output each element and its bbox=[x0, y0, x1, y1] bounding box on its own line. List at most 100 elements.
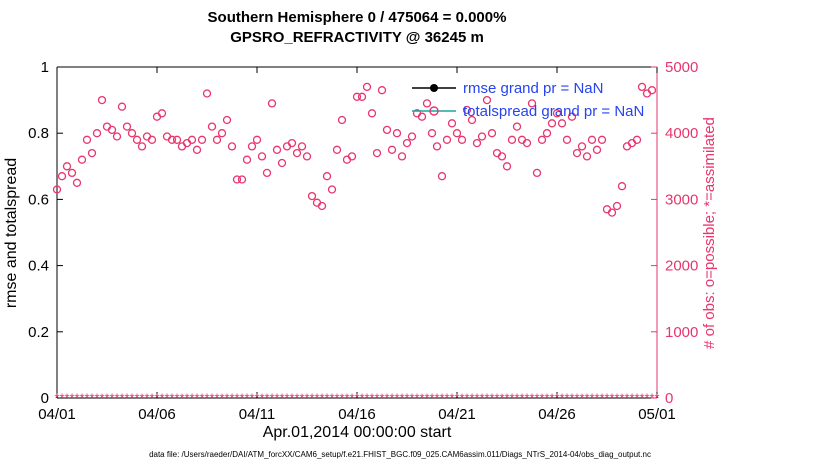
legend-label: rmse grand pr = NaN bbox=[463, 80, 603, 97]
svg-text:04/11: 04/11 bbox=[239, 406, 275, 423]
svg-text:04/01: 04/01 bbox=[38, 406, 76, 423]
possible-obs-marker bbox=[327, 185, 337, 194]
possible-obs-marker bbox=[462, 105, 472, 115]
assimilated-obs-marker: * bbox=[609, 391, 614, 406]
assimilated-obs-marker: * bbox=[634, 391, 639, 406]
possible-obs-marker bbox=[167, 135, 177, 144]
svg-text:3000: 3000 bbox=[665, 191, 698, 208]
possible-obs-marker bbox=[267, 99, 277, 108]
assimilated-obs-marker: * bbox=[384, 391, 389, 406]
assimilated-obs-marker: * bbox=[424, 391, 429, 406]
possible-obs-marker bbox=[537, 135, 547, 144]
assimilated-obs-marker: * bbox=[399, 391, 404, 406]
assimilated-obs-marker: * bbox=[454, 391, 459, 406]
possible-obs-marker bbox=[632, 135, 642, 144]
possible-obs-marker bbox=[507, 135, 517, 144]
assimilated-obs-marker: * bbox=[324, 391, 329, 406]
assimilated-obs-marker: * bbox=[229, 391, 234, 406]
possible-obs-marker bbox=[447, 119, 457, 128]
possible-obs-marker bbox=[587, 135, 597, 144]
possible-obs-marker bbox=[187, 135, 197, 144]
assimilated-obs-marker: * bbox=[234, 391, 239, 406]
assimilated-obs-marker: * bbox=[159, 391, 164, 406]
possible-obs-marker bbox=[402, 138, 412, 148]
assimilated-obs-marker: * bbox=[604, 391, 609, 406]
assimilated-obs-marker: * bbox=[279, 391, 284, 406]
right-y-axis-label: # of obs: o=possible; *=assimilated bbox=[701, 117, 718, 349]
possible-obs-marker bbox=[202, 89, 212, 98]
assimilated-obs-marker: * bbox=[539, 391, 544, 406]
assimilated-obs-marker: * bbox=[369, 391, 374, 406]
assimilated-obs-marker: * bbox=[194, 391, 199, 406]
data-markers: * * * * * * * * * * * * * * * * * * * * * * * * * * * * * * * * * * * * * * * *… bbox=[52, 82, 660, 406]
possible-obs-marker bbox=[352, 92, 362, 101]
assimilated-obs-marker: * bbox=[549, 391, 554, 406]
assimilated-obs-marker: * bbox=[319, 391, 324, 406]
assimilated-obs-marker: * bbox=[639, 391, 644, 406]
possible-obs-marker bbox=[642, 89, 652, 98]
assimilated-obs-marker: * bbox=[74, 391, 79, 406]
assimilated-obs-marker: * bbox=[259, 391, 264, 406]
assimilated-obs-marker: * bbox=[129, 391, 134, 406]
assimilated-obs-marker: * bbox=[69, 391, 74, 406]
possible-obs-marker bbox=[577, 142, 587, 151]
assimilated-obs-marker: * bbox=[299, 391, 304, 406]
assimilated-obs-marker: * bbox=[289, 391, 294, 406]
possible-obs-marker bbox=[362, 82, 372, 92]
assimilated-obs-marker: * bbox=[414, 391, 419, 406]
possible-obs-marker bbox=[472, 138, 482, 148]
assimilated-obs-marker: * bbox=[284, 391, 289, 406]
possible-obs-marker bbox=[622, 142, 632, 151]
assimilated-obs-marker: * bbox=[169, 391, 174, 406]
possible-obs-marker bbox=[277, 158, 287, 168]
possible-obs-marker bbox=[117, 102, 127, 111]
assimilated-obs-marker: * bbox=[134, 391, 139, 406]
possible-obs-marker bbox=[617, 182, 627, 191]
possible-obs-marker bbox=[482, 95, 492, 105]
possible-obs-marker bbox=[487, 129, 497, 138]
svg-text:2000: 2000 bbox=[665, 258, 698, 275]
possible-obs-marker bbox=[427, 129, 437, 138]
assimilated-obs-marker: * bbox=[559, 391, 564, 406]
assimilated-obs-marker: * bbox=[334, 391, 339, 406]
possible-obs-marker bbox=[607, 208, 617, 217]
assimilated-obs-marker: * bbox=[64, 391, 69, 406]
assimilated-obs-marker: * bbox=[624, 391, 629, 406]
possible-obs-marker bbox=[382, 125, 392, 135]
possible-obs-marker bbox=[307, 191, 317, 201]
possible-obs-marker bbox=[287, 138, 297, 148]
possible-obs-marker bbox=[627, 138, 637, 148]
assimilated-obs-marker: * bbox=[614, 391, 619, 406]
assimilated-obs-marker: * bbox=[354, 391, 359, 406]
assimilated-obs-marker: * bbox=[524, 391, 529, 406]
assimilated-obs-marker: * bbox=[214, 391, 219, 406]
assimilated-obs-marker: * bbox=[294, 391, 299, 406]
possible-obs-marker bbox=[417, 112, 427, 121]
assimilated-obs-marker: * bbox=[574, 391, 579, 406]
assimilated-obs-marker: * bbox=[519, 391, 524, 406]
assimilated-obs-marker: * bbox=[264, 391, 269, 406]
assimilated-obs-marker: * bbox=[269, 391, 274, 406]
possible-obs-marker bbox=[132, 135, 142, 144]
assimilated-obs-marker: * bbox=[154, 391, 159, 406]
possible-obs-marker bbox=[247, 142, 257, 151]
svg-text:0: 0 bbox=[665, 390, 673, 407]
assimilated-obs-marker: * bbox=[304, 391, 309, 406]
assimilated-obs-marker: * bbox=[509, 391, 514, 406]
possible-obs-marker bbox=[97, 95, 107, 105]
possible-obs-marker bbox=[612, 201, 622, 211]
possible-obs-marker bbox=[347, 152, 357, 161]
possible-obs-marker bbox=[317, 201, 327, 211]
assimilated-obs-marker: * bbox=[274, 391, 279, 406]
legend-label: totalspread grand pr = NaN bbox=[463, 103, 644, 120]
possible-obs-marker bbox=[112, 132, 122, 141]
assimilated-obs-marker: * bbox=[504, 391, 509, 406]
assimilated-obs-marker: * bbox=[89, 391, 94, 406]
assimilated-obs-marker: * bbox=[109, 391, 114, 406]
possible-obs-marker bbox=[52, 185, 62, 194]
possible-obs-marker bbox=[122, 122, 132, 131]
possible-obs-marker bbox=[432, 142, 442, 151]
possible-obs-marker bbox=[292, 148, 302, 158]
possible-obs-marker bbox=[177, 142, 187, 151]
possible-obs-marker bbox=[572, 148, 582, 158]
